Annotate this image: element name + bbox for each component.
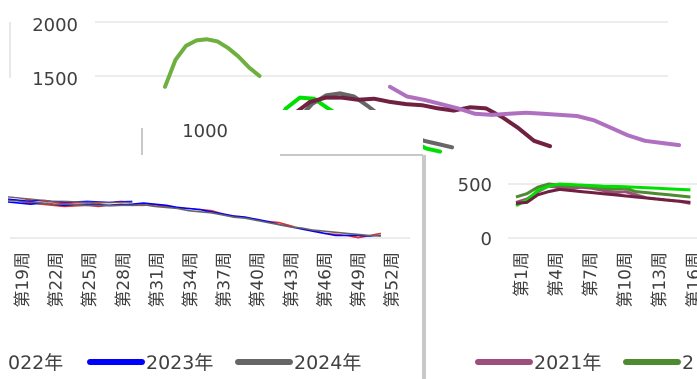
x-tick-label: 第13周	[650, 252, 670, 308]
x-tick-label: 第52周	[383, 252, 403, 308]
legend-left: 022年 2023年 2024年	[8, 352, 361, 374]
series-fragment-2	[7, 196, 133, 204]
x-tick-label: 第25周	[80, 252, 100, 308]
right-x-tick-labels: 第1周 第4周 第7周 第10周 第13周 第16周	[512, 252, 697, 308]
x-tick-label: 第49周	[349, 252, 369, 308]
x-tick-label: 第40周	[248, 252, 268, 308]
x-tick-label: 第43周	[282, 252, 302, 308]
x-tick-label: 第19周	[13, 252, 33, 308]
x-tick-label: 第37周	[215, 252, 235, 308]
legend-label: 022年	[8, 352, 63, 374]
overlay-series	[7, 196, 133, 205]
legend-label: 2021年	[534, 352, 601, 374]
series-line-right-1	[515, 182, 691, 199]
overlay-panel	[140, 110, 423, 155]
x-tick-label: 第1周	[512, 252, 532, 297]
series-line-right-2	[515, 182, 691, 207]
back-chart-grid	[9, 21, 668, 78]
x-tick-label: 第22周	[47, 252, 67, 308]
series-line-back-4	[388, 84, 681, 148]
x-tick-label: 第10周	[616, 252, 636, 308]
legend-label: 2024年	[294, 352, 361, 374]
legend-label: 2023年	[146, 352, 213, 374]
x-tick-label: 第28周	[114, 252, 134, 308]
y-tick-label: 500	[458, 175, 492, 196]
y-tick-label: 1000	[182, 121, 228, 142]
left-chart-panel	[0, 155, 423, 379]
x-tick-label: 第4周	[547, 252, 567, 297]
series-line-left-2	[7, 199, 381, 237]
left-x-tick-labels: 第19周 第22周 第25周 第28周 第31周 第34周 第37周 第40周 第43周 第46周…	[13, 252, 403, 308]
y-tick-label: 0	[481, 229, 492, 250]
series-line-right-3	[515, 187, 691, 205]
right-chart-series	[515, 182, 691, 207]
x-tick-label: 第34周	[181, 252, 201, 308]
left-chart-series	[7, 199, 382, 239]
series-line-back-3	[260, 95, 552, 154]
x-tick-label: 第31周	[147, 252, 167, 308]
y-tick-label: 2000	[32, 15, 78, 36]
x-tick-label: 第7周	[581, 252, 601, 297]
series-line-back-0	[163, 37, 262, 89]
legend-right: 2021年 2	[475, 352, 694, 374]
y-tick-label: 1500	[32, 69, 78, 90]
x-tick-label: 第16周	[685, 252, 697, 308]
legend-label: 2	[682, 352, 694, 374]
x-tick-label: 第46周	[315, 252, 335, 308]
